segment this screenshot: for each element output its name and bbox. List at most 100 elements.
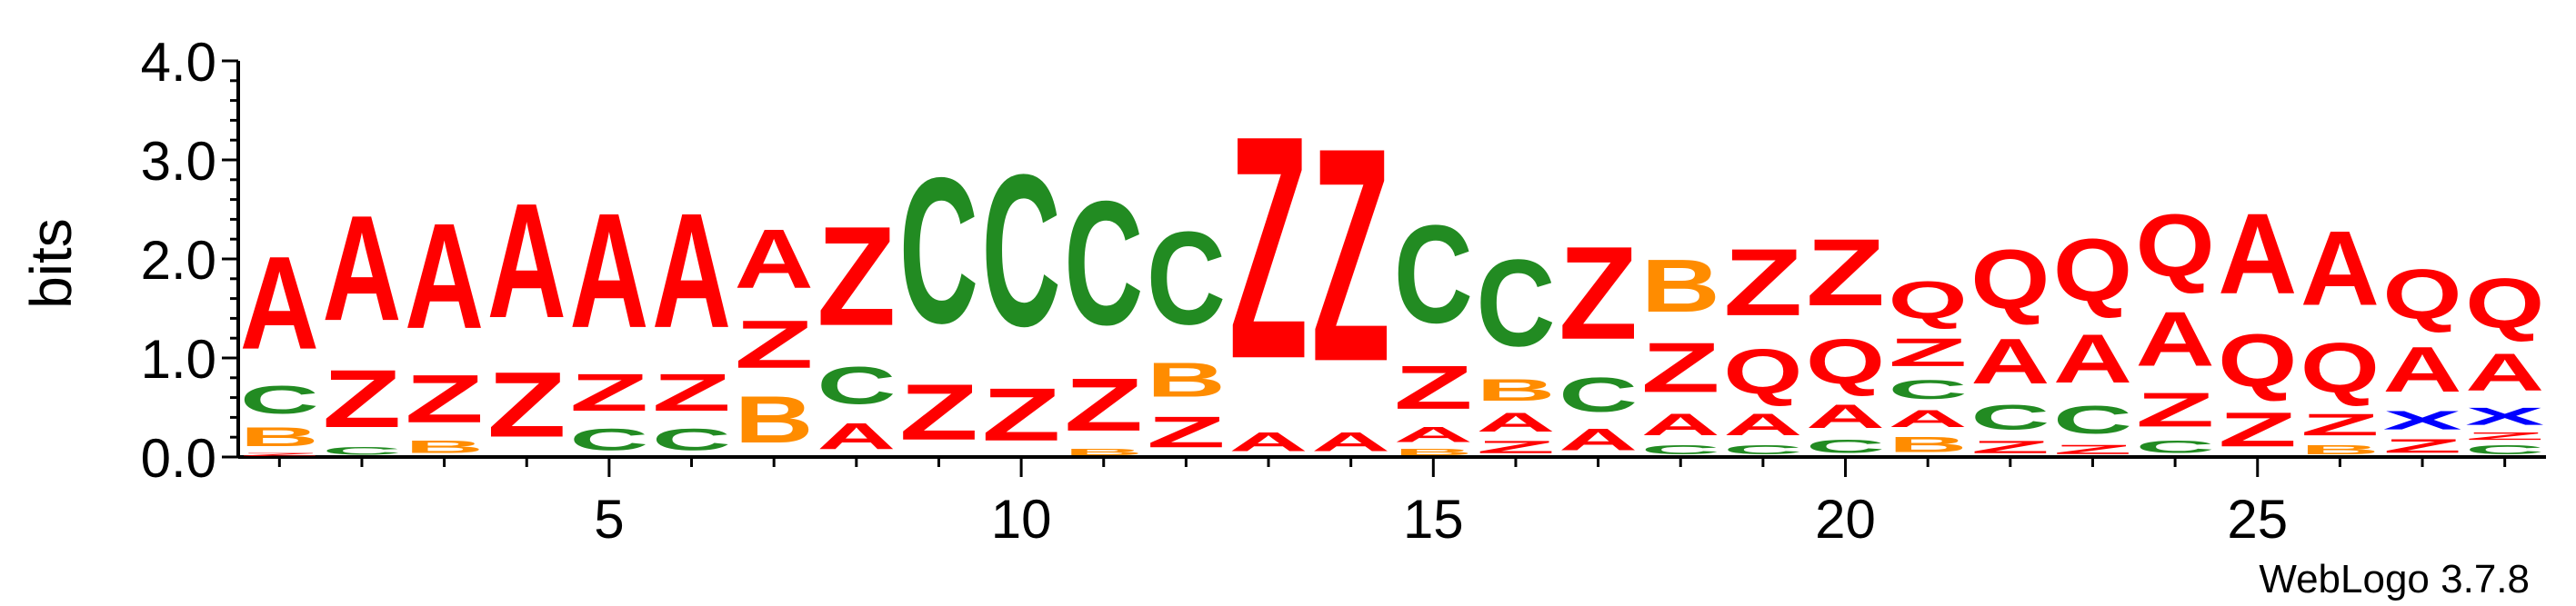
x-tick-label: 10 xyxy=(991,489,1052,550)
logo-column-8: ACZ xyxy=(817,197,896,457)
glyph-C: C xyxy=(1559,368,1638,422)
glyph-B: B xyxy=(2300,442,2380,457)
weblogo-credit: WebLogo 3.7.8 xyxy=(2259,557,2530,601)
glyph-Z: Z xyxy=(1229,69,1308,425)
glyph-C: C xyxy=(1064,164,1143,363)
glyph-A: A xyxy=(1229,427,1308,457)
logo-column-7: BZA xyxy=(735,212,814,457)
glyph-C: C xyxy=(1147,205,1226,353)
glyph-A: A xyxy=(1970,326,2050,397)
glyph-B: B xyxy=(1394,447,1473,457)
glyph-A: A xyxy=(1723,407,1802,442)
glyph-Z: Z xyxy=(322,353,401,445)
glyph-Z: Z xyxy=(1889,331,1968,375)
glyph-C: C xyxy=(899,134,978,366)
glyph-A: A xyxy=(817,416,896,457)
glyph-C: C xyxy=(1641,442,1720,457)
glyph-Z: Z xyxy=(1394,353,1473,422)
glyph-Q: Q xyxy=(1723,336,1802,407)
glyph-A: A xyxy=(1641,407,1720,442)
y-tick-label: 0.0 xyxy=(141,428,216,489)
glyph-B: B xyxy=(1064,447,1143,457)
glyph-Z: Z xyxy=(899,368,978,457)
logo-column-3: BZA xyxy=(405,192,484,457)
glyph-Z: Z xyxy=(1476,437,1555,457)
glyph-Z: Z xyxy=(2136,382,2215,437)
glyph-Z: Z xyxy=(652,363,731,422)
logo-column-2: CZA xyxy=(322,184,401,457)
glyph-Z: Z xyxy=(2053,442,2132,457)
glyph-Z: Z xyxy=(2383,435,2462,457)
glyph-Z: Z xyxy=(817,197,896,355)
y-tick-label: 1.0 xyxy=(141,329,216,390)
glyph-A: A xyxy=(2383,334,2462,405)
x-tick-label: 25 xyxy=(2227,489,2288,550)
glyph-C: C xyxy=(1889,374,1968,404)
glyph-A: A xyxy=(2218,190,2297,318)
glyph-X: X xyxy=(2465,402,2544,430)
logo-column-6: CZA xyxy=(652,180,731,457)
glyph-Q: Q xyxy=(2465,264,2544,343)
glyph-Q: Q xyxy=(2218,318,2297,402)
glyph-Q: Q xyxy=(1970,232,2050,326)
glyph-Z: Z xyxy=(487,353,566,457)
glyph-A: A xyxy=(1476,407,1555,437)
glyph-Z: Z xyxy=(240,452,319,457)
glyph-A: A xyxy=(1889,404,1968,432)
glyph-C: C xyxy=(1806,435,1885,457)
glyph-Q: Q xyxy=(2136,197,2215,296)
glyph-C: C xyxy=(1970,397,2050,436)
glyph-Z: Z xyxy=(1723,229,1802,336)
glyph-A: A xyxy=(652,180,731,363)
glyph-C: C xyxy=(569,422,648,457)
logo-column-13: AZ xyxy=(1229,69,1308,457)
x-axis: 5 10 15 20 25 xyxy=(238,455,2546,550)
glyph-Z: Z xyxy=(2300,407,2380,442)
glyph-Q: Q xyxy=(2383,255,2462,333)
logo-column-12: ZBC xyxy=(1147,205,1226,457)
x-tick-label: 5 xyxy=(594,489,624,550)
glyph-A: A xyxy=(1311,427,1390,457)
glyph-Z: Z xyxy=(405,362,484,438)
y-tick-label: 4.0 xyxy=(141,32,216,93)
glyph-Z: Z xyxy=(1147,407,1226,456)
glyph-A: A xyxy=(2053,321,2132,397)
x-tick-label: 20 xyxy=(1815,489,1876,550)
glyph-B: B xyxy=(735,383,814,457)
y-tick-label: 3.0 xyxy=(141,131,216,192)
y-axis: 0.0 1.0 2.0 3.0 4.0 xyxy=(141,32,240,489)
glyph-C: C xyxy=(1394,197,1473,353)
glyph-A: A xyxy=(240,230,319,378)
glyph-A: A xyxy=(322,184,401,352)
glyph-Z: Z xyxy=(2465,431,2544,442)
glyph-B: B xyxy=(1889,432,1968,457)
glyph-Z: Z xyxy=(735,307,814,383)
logo-column-11: BZC xyxy=(1064,164,1143,457)
glyph-Z: Z xyxy=(1064,363,1143,446)
glyph-Z: Z xyxy=(1559,218,1638,367)
glyph-A: A xyxy=(2465,343,2544,402)
glyph-C: C xyxy=(652,422,731,457)
glyph-Z: Z xyxy=(1311,84,1390,425)
x-tick-label: 15 xyxy=(1403,489,1464,550)
logo-column-17: ACZ xyxy=(1559,218,1638,457)
glyph-C: C xyxy=(2053,398,2132,442)
glyph-C: C xyxy=(240,378,319,422)
glyph-A: A xyxy=(487,170,566,353)
glyph-B: B xyxy=(240,422,319,452)
glyph-A: A xyxy=(735,212,814,305)
glyph-A: A xyxy=(1394,422,1473,447)
logo-column-25: ZQA xyxy=(2218,190,2297,457)
glyph-Z: Z xyxy=(2218,402,2297,457)
